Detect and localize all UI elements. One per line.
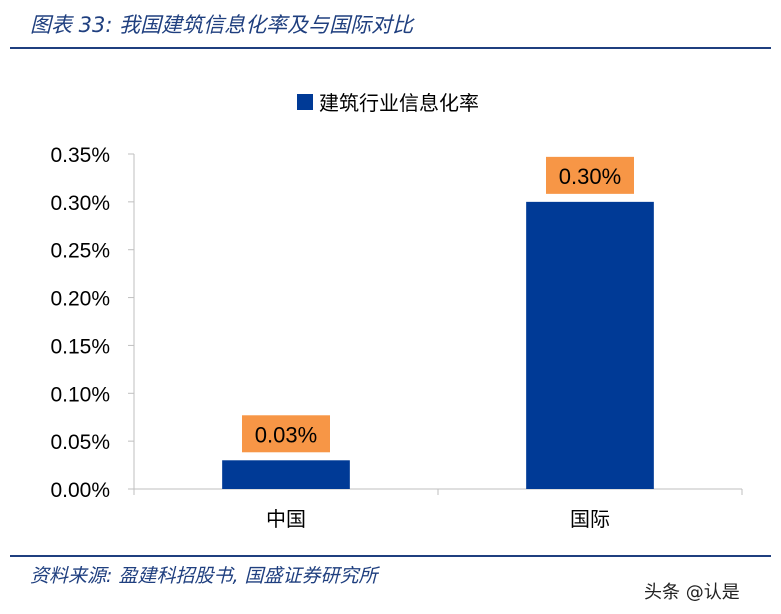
data-label-box <box>242 415 330 453</box>
y-tick-label: 0.10% <box>50 383 110 406</box>
bar-chart: 建筑行业信息化率 0.00% 0.05% 0.10% 0.15% 0.20% 0.25% 0… <box>50 91 743 531</box>
data-label: 0.03% <box>255 422 317 447</box>
y-tick-label: 0.20% <box>50 288 110 311</box>
legend-label: 建筑行业信息化率 <box>319 91 479 115</box>
bar-2 <box>526 201 654 489</box>
y-tick-label: 0.30% <box>50 192 110 215</box>
y-tick-label: 0.00% <box>50 479 110 502</box>
data-label: 0.30% <box>559 164 621 189</box>
bottom-rule <box>10 555 771 557</box>
x-tick-label: 中国 <box>266 507 306 531</box>
y-tick-label: 0.25% <box>50 240 110 263</box>
y-tick-label: 0.15% <box>50 335 110 358</box>
watermark: 头条 @认是 <box>644 582 740 603</box>
x-tick-label: 国际 <box>570 507 610 531</box>
source-note: 资料来源: 盈建科招股书, 国盛证券研究所 <box>30 565 378 587</box>
legend-swatch <box>297 94 313 110</box>
figure-title: 图表 33: 我国建筑信息化率及与国际对比 <box>30 13 414 37</box>
data-label-box <box>546 156 634 194</box>
y-tick-label: 0.05% <box>50 431 110 454</box>
bar-1 <box>222 460 350 489</box>
y-tick-label: 0.35% <box>50 144 110 167</box>
top-rule <box>10 47 771 49</box>
